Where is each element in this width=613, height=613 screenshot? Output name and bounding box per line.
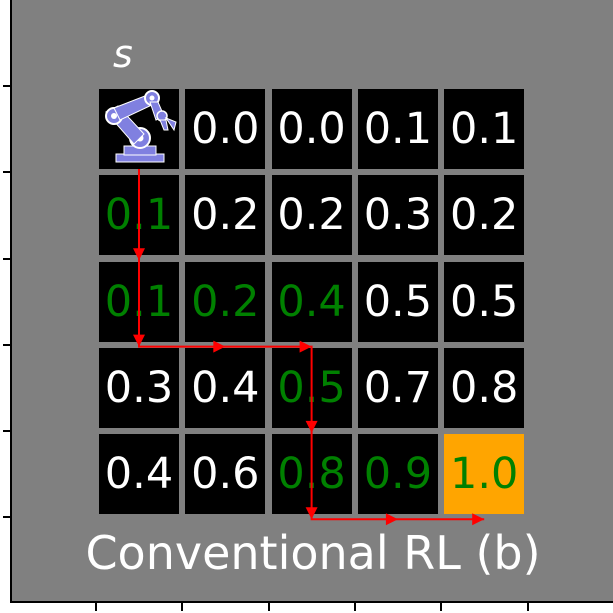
y-tick [3, 85, 11, 87]
grid-cell: 0.5 [271, 347, 352, 428]
grid-cell: 0.6 [185, 434, 266, 515]
cell-value: 1.0 [449, 449, 519, 500]
cell-value: 0.6 [191, 449, 260, 500]
grid-cell: 0.4 [185, 347, 266, 428]
y-tick [3, 430, 11, 432]
grid-cell: 0.1 [357, 89, 438, 169]
cell-value: 0.4 [191, 362, 260, 413]
cell-value: 0.2 [449, 190, 519, 241]
grid-cell: 0.5 [357, 261, 438, 342]
y-tick [3, 171, 11, 173]
cell-value: 0.3 [363, 190, 433, 241]
grid-cell: 0.0 [271, 89, 352, 169]
grid-cell: 0.3 [357, 175, 438, 256]
grid-cell: 0.8 [271, 434, 352, 515]
y-tick [3, 258, 11, 260]
cell-value: 0.1 [363, 104, 433, 154]
cell-value: 0.2 [191, 190, 260, 241]
grid-cell: 0.4 [271, 261, 352, 342]
grid-cell: 0.0 [185, 89, 266, 169]
x-tick [181, 603, 183, 611]
cell-value: 0.0 [191, 104, 260, 154]
x-tick [95, 603, 97, 611]
cell-value: 0.8 [277, 449, 346, 500]
y-tick [3, 516, 11, 518]
start-label: s [113, 32, 133, 76]
x-tick [268, 603, 270, 611]
cell-value: 0.2 [277, 190, 346, 241]
grid-cell: 0.2 [185, 175, 266, 256]
y-tick [3, 344, 11, 346]
cell-value: 0.1 [449, 104, 519, 154]
goal-cell: 1.0 [444, 434, 525, 515]
caption: Conventional RL (b) [85, 526, 541, 580]
cell-value: 0.0 [277, 104, 346, 154]
grid-cell: 0.2 [185, 261, 266, 342]
grid-cell: 0.1 [99, 261, 179, 342]
grid-cell: 0.4 [99, 434, 179, 515]
cell-value: 0.1 [104, 276, 174, 327]
grid-cell: 0.1 [99, 175, 179, 256]
grid-cell: 0.8 [444, 347, 525, 428]
grid-cell: 0.5 [444, 261, 525, 342]
grid-cell: 0.2 [444, 175, 525, 256]
start-cell [99, 89, 179, 169]
grid-cell: 0.7 [357, 347, 438, 428]
x-tick [354, 603, 356, 611]
cell-value: 0.2 [191, 276, 260, 327]
cell-value: 0.5 [277, 362, 346, 413]
cell-value: 0.5 [449, 276, 519, 327]
cell-value: 0.4 [277, 276, 346, 327]
cell-value: 0.8 [449, 362, 519, 413]
cell-value: 0.9 [363, 449, 433, 500]
x-tick [440, 603, 442, 611]
cell-value: 0.1 [104, 190, 174, 241]
cell-value: 0.3 [104, 362, 174, 413]
robot-arm-icon [105, 90, 177, 163]
grid-cell: 0.2 [271, 175, 352, 256]
cell-value: 0.5 [363, 276, 433, 327]
cell-value: 0.7 [363, 362, 433, 413]
x-tick [527, 603, 529, 611]
grid-cell: 0.3 [99, 347, 179, 428]
cell-value: 0.4 [104, 449, 174, 500]
grid-cell: 0.1 [444, 89, 525, 169]
grid-cell: 0.9 [357, 434, 438, 515]
